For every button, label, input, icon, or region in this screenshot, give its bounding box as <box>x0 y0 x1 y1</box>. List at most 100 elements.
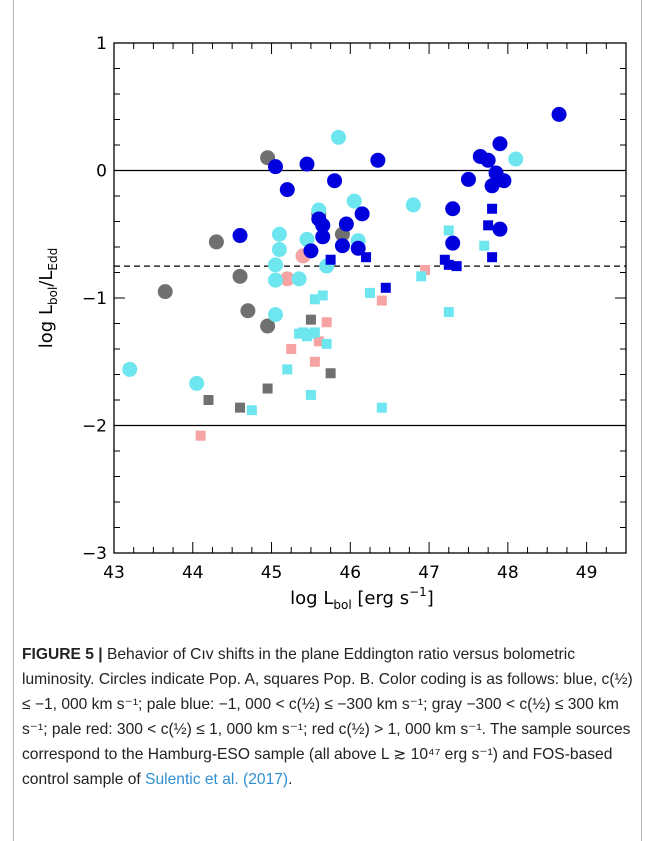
y-axis-label-part: log L <box>36 305 57 348</box>
blue-square-point <box>487 252 498 263</box>
pale_blue-square-point <box>479 240 490 251</box>
x-tick-label: 46 <box>339 563 361 583</box>
x-tick-label: 49 <box>576 563 598 583</box>
y-tick-label: −1 <box>82 289 107 309</box>
gray-square-point <box>235 402 246 413</box>
y-tick-label: 0 <box>96 162 107 182</box>
x-tick-label: 44 <box>182 563 204 583</box>
blue-circle-point <box>496 173 512 189</box>
caption-end: . <box>288 771 293 788</box>
pale_blue-circle-point <box>267 272 283 288</box>
blue-circle-point <box>299 156 315 172</box>
blue-square-point <box>380 282 391 293</box>
figure-caption: FIGURE 5 | Behavior of Cıv shifts in the… <box>22 642 634 792</box>
blue-circle-point <box>492 136 508 152</box>
blue-square-point <box>361 252 372 263</box>
blue-circle-point <box>445 235 461 251</box>
blue-circle-point <box>267 159 283 175</box>
pale_red-square-point <box>309 356 320 367</box>
y-tick-label: −2 <box>82 417 107 437</box>
x-tick-label: 48 <box>497 563 519 583</box>
pale_red-square-point <box>313 336 324 347</box>
pale_blue-square-point <box>376 402 387 413</box>
pale_blue-circle-point <box>291 271 307 287</box>
y-axis-label-part: Edd <box>46 248 60 271</box>
citation-link[interactable]: Sulentic et al. (2017) <box>145 771 289 788</box>
y-axis-label: log Lbol/LEdd <box>36 248 60 348</box>
pale_blue-square-point <box>282 364 293 375</box>
x-tick-label: 47 <box>418 563 440 583</box>
pale_red-circle-point <box>279 271 295 287</box>
blue-square-point <box>451 261 462 272</box>
x-tick-label: 43 <box>103 563 125 583</box>
pale_blue-square-point <box>443 307 454 318</box>
x-axis-label-part: −1 <box>409 585 427 599</box>
gray-circle-point <box>208 234 224 250</box>
blue-circle-point <box>232 228 248 244</box>
blue-circle-point <box>480 152 496 168</box>
x-axis-label-part: [erg s <box>352 588 409 609</box>
gray-square-point <box>203 395 214 405</box>
pale_blue-circle-point <box>346 193 362 209</box>
x-axis-label-part: log L <box>290 588 333 609</box>
blue-circle-point <box>460 171 476 187</box>
blue-circle-point <box>350 240 366 256</box>
blue-square-point <box>325 254 336 265</box>
pale_blue-square-point <box>246 405 257 416</box>
y-tick-label: 1 <box>96 34 107 54</box>
figure-label: FIGURE 5 | <box>22 646 107 663</box>
pale_blue-square-point <box>309 327 320 338</box>
blue-circle-point <box>492 221 508 237</box>
pale_blue-circle-point <box>122 361 138 377</box>
plot-frame <box>113 42 627 554</box>
pale_blue-circle-point <box>189 375 205 391</box>
pale_blue-circle-point <box>405 197 421 213</box>
figure-frame <box>13 0 642 841</box>
pale_red-square-point <box>195 430 206 441</box>
pale_blue-circle-point <box>299 231 315 247</box>
blue-circle-point <box>551 106 567 122</box>
gray-square-point <box>305 314 316 325</box>
blue-circle-point <box>338 216 354 232</box>
y-axis-label-part: bol <box>46 287 60 305</box>
blue-circle-point <box>334 238 350 254</box>
gray-circle-point <box>240 303 256 319</box>
gray-circle-point <box>260 318 276 334</box>
y-tick-label: −3 <box>82 544 107 564</box>
y-axis-label-part: /L <box>36 271 57 287</box>
pale_blue-circle-point <box>508 151 524 167</box>
gray-circle-point <box>232 268 248 284</box>
pale_blue-circle-point <box>271 242 287 258</box>
data-points <box>122 106 567 441</box>
pale_blue-square-point <box>309 294 320 305</box>
pale_red-square-point <box>286 344 297 354</box>
blue-circle-point <box>315 229 331 245</box>
blue-circle-point <box>354 206 370 222</box>
blue-square-point <box>483 220 494 231</box>
gray-square-point <box>262 383 273 394</box>
blue-square-point <box>443 259 454 270</box>
blue-circle-point <box>370 152 386 168</box>
blue-circle-point <box>279 182 295 198</box>
blue-square-point <box>439 254 450 265</box>
pale_blue-square-point <box>443 225 454 236</box>
x-axis-label-part: bol <box>333 598 351 612</box>
blue-circle-point <box>303 243 319 259</box>
pale_blue-square-point <box>305 389 316 400</box>
pale_blue-circle-point <box>271 226 287 242</box>
x-axis-label: log Lbol [erg s−1] <box>290 585 434 612</box>
blue-circle-point <box>445 201 461 217</box>
pale_blue-circle-point <box>267 257 283 273</box>
pale_blue-circle-point <box>330 129 346 145</box>
x-axis-label-part: ] <box>427 588 434 609</box>
x-tick-label: 45 <box>261 563 283 583</box>
pale_blue-circle-point <box>267 307 283 323</box>
pale_red-square-point <box>376 295 387 306</box>
blue-square-point <box>487 203 498 214</box>
blue-circle-point <box>327 173 343 189</box>
blue-circle-point <box>484 178 500 194</box>
gray-circle-point <box>157 284 173 300</box>
pale_blue-square-point <box>317 290 328 301</box>
